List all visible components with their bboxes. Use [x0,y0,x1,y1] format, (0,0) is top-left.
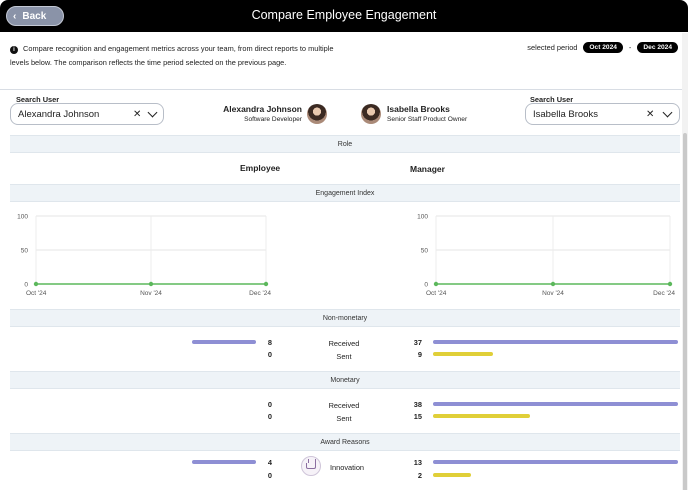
engagement-chart-left: 0 50 100 Oct '24 Nov '24 Dec '24 [10,208,276,300]
section-header-award-reasons: Award Reasons [10,433,680,451]
section-header-non-monetary: Non-monetary [10,309,680,327]
left-user-search-value: Alexandra Johnson [18,109,99,120]
period-separator: - [629,43,631,52]
info-text-block: i Compare recognition and engagement metr… [10,42,350,70]
non-monetary-left-received: 8 [252,338,272,347]
non-monetary-left-received-bar [192,340,256,344]
right-user-name: Isabella Brooks [387,104,487,114]
monetary-received-label: Received [304,401,384,410]
left-user-avatar [307,104,327,124]
award-left-received: 4 [252,458,272,467]
right-user-role: Senior Staff Product Owner [387,116,487,123]
section-header-role: Role [10,135,680,153]
data-point [434,282,438,286]
period-selector: selected period Oct 2024 - Dec 2024 [527,42,678,53]
monetary-right-received: 38 [402,400,422,409]
non-monetary-right-received-bar [433,340,678,344]
x-tick-label: Dec '24 [653,290,675,297]
data-point [551,282,555,286]
scrollbar[interactable] [682,33,688,490]
chevron-down-icon[interactable] [148,108,158,118]
clear-icon[interactable]: ✕ [646,109,654,120]
non-monetary-left-sent: 0 [252,350,272,359]
right-user-profile: Isabella Brooks Senior Staff Product Own… [387,104,487,123]
non-monetary-right-sent: 9 [402,350,422,359]
section-header-engagement: Engagement Index [10,184,680,202]
y-tick-label: 50 [21,248,29,255]
header-bar: ‹ Back Compare Employee Engagement [0,0,688,32]
monetary-left-received: 0 [252,400,272,409]
info-text: Compare recognition and engagement metri… [10,44,334,67]
data-point [668,282,672,286]
left-role-label: Employee [240,163,280,173]
info-icon: i [10,46,18,54]
page-title: Compare Employee Engagement [0,8,688,22]
x-tick-label: Dec '24 [249,290,271,297]
award-right-sent: 2 [402,471,422,480]
non-monetary-received-label: Received [304,339,384,348]
y-tick-label: 0 [24,282,28,289]
left-user-profile: Alexandra Johnson Software Developer [220,104,302,123]
left-user-name: Alexandra Johnson [220,104,302,114]
right-user-search-value: Isabella Brooks [533,109,598,120]
data-point [34,282,38,286]
award-right-sent-bar [433,473,471,477]
monetary-right-sent-bar [433,414,530,418]
non-monetary-right-sent-bar [433,352,493,356]
left-user-role: Software Developer [220,116,302,123]
divider [0,89,688,90]
y-tick-label: 50 [421,248,429,255]
period-end-badge: Dec 2024 [637,42,678,53]
left-user-search-input[interactable]: Alexandra Johnson ✕ [10,103,164,125]
right-user-search-input[interactable]: Isabella Brooks ✕ [525,103,680,125]
monetary-right-received-bar [433,402,678,406]
section-header-monetary: Monetary [10,371,680,389]
right-role-label: Manager [410,164,445,174]
right-user-avatar [361,104,381,124]
clear-icon[interactable]: ✕ [133,109,141,120]
scrollbar-thumb[interactable] [683,133,687,490]
x-tick-label: Oct '24 [426,290,447,297]
period-start-badge: Oct 2024 [583,42,623,53]
data-point [264,282,268,286]
monetary-right-sent: 15 [402,412,422,421]
monetary-left-sent: 0 [252,412,272,421]
chevron-down-icon[interactable] [663,108,673,118]
y-tick-label: 100 [17,214,28,221]
award-reason-label: Innovation [307,463,387,472]
award-left-received-bar [192,460,256,464]
period-label: selected period [527,43,577,52]
data-point [149,282,153,286]
award-left-sent: 0 [252,471,272,480]
engagement-chart-right: 0 50 100 Oct '24 Nov '24 Dec '24 [410,208,680,300]
y-tick-label: 100 [417,214,428,221]
y-tick-label: 0 [424,282,428,289]
non-monetary-sent-label: Sent [304,352,384,361]
x-tick-label: Nov '24 [542,290,564,297]
non-monetary-right-received: 37 [402,338,422,347]
award-right-received-bar [433,460,678,464]
x-tick-label: Oct '24 [26,290,47,297]
x-tick-label: Nov '24 [140,290,162,297]
monetary-sent-label: Sent [304,414,384,423]
award-right-received: 13 [402,458,422,467]
